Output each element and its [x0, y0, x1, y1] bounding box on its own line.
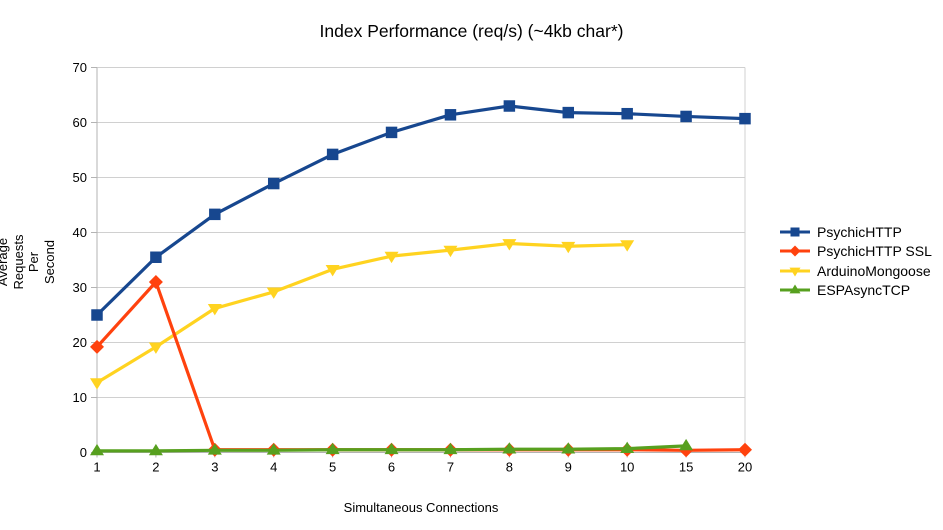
legend-item: ESPAsyncTCP — [779, 281, 932, 301]
data-point — [209, 208, 221, 221]
data-point — [267, 177, 280, 190]
legend-label: PsychicHTTP SSL — [817, 243, 932, 260]
y-tick-label: 60 — [73, 115, 87, 130]
x-tick-label: 5 — [329, 460, 336, 475]
y-tick-label: 0 — [80, 445, 87, 460]
legend-item: ArduinoMongoose — [779, 261, 932, 281]
y-tick-label: 40 — [73, 225, 87, 240]
chart-title: Index Performance (req/s) (~4kb char*) — [319, 21, 624, 41]
data-point — [91, 309, 103, 321]
triangle-down-marker-icon — [789, 267, 801, 277]
x-tick-label: 6 — [388, 460, 395, 475]
data-point — [90, 443, 104, 456]
data-point — [503, 100, 516, 112]
data-point — [443, 245, 458, 258]
series-line — [95, 280, 747, 452]
x-tick-label: 7 — [447, 460, 454, 475]
data-point — [384, 442, 399, 455]
legend-label: ArduinoMongoose — [817, 262, 931, 279]
x-tick-label: 20 — [738, 460, 752, 475]
data-point — [444, 109, 457, 121]
data-point — [325, 442, 340, 455]
x-tick-label: 3 — [211, 460, 218, 475]
data-point — [90, 339, 104, 354]
data-point — [738, 442, 752, 457]
legend-swatch — [780, 245, 810, 257]
y-tick-label: 10 — [73, 390, 87, 405]
x-tick-label: 15 — [679, 460, 693, 475]
data-point — [561, 241, 576, 254]
data-point — [266, 443, 281, 455]
y-axis-title-text: Average Requests Per Second — [0, 234, 57, 290]
legend-swatch — [780, 267, 810, 277]
data-point — [620, 240, 635, 252]
data-point — [150, 251, 162, 263]
legend-swatch — [780, 284, 810, 294]
data-point — [148, 443, 163, 456]
x-tick-label: 1 — [93, 460, 100, 475]
x-tick-label: 10 — [620, 460, 634, 475]
series-line — [95, 104, 747, 317]
x-tick-label: 2 — [152, 460, 159, 475]
legend-swatch — [780, 227, 810, 237]
diamond-marker-icon — [789, 245, 801, 257]
y-tick-label: 50 — [73, 170, 87, 185]
legend-label: PsychicHTTP — [817, 223, 902, 240]
data-point — [502, 239, 517, 251]
data-point — [148, 275, 163, 289]
data-point — [502, 442, 517, 454]
data-point — [207, 304, 222, 316]
legend: PsychicHTTP PsychicHTTP SSL ArduinoMongoos… — [779, 222, 932, 300]
data-point — [266, 287, 281, 299]
legend-label: ESPAsyncTCP — [817, 282, 911, 299]
data-point — [561, 442, 576, 454]
data-point — [679, 438, 694, 451]
data-point — [680, 110, 692, 123]
data-point — [621, 107, 633, 120]
data-point — [562, 106, 575, 119]
data-point — [90, 378, 104, 390]
y-tick-label: 70 — [73, 60, 87, 75]
data-point — [326, 148, 339, 161]
data-point — [739, 112, 751, 125]
series-line — [95, 241, 629, 385]
data-point — [620, 441, 635, 453]
legend-item: PsychicHTTP SSL — [779, 242, 932, 262]
y-tick-label: 30 — [73, 280, 87, 295]
x-tick-label: 4 — [270, 460, 277, 475]
data-point — [384, 251, 399, 264]
x-tick-label: 8 — [506, 460, 513, 475]
x-axis-title: Simultaneous Connections — [343, 500, 499, 515]
data-point — [443, 442, 458, 455]
data-point — [325, 265, 340, 277]
y-tick-label: 20 — [73, 335, 87, 350]
triangle-up-marker-icon — [789, 284, 801, 294]
legend-item: PsychicHTTP — [779, 222, 932, 242]
data-point — [207, 443, 222, 455]
data-point — [148, 342, 163, 354]
data-point — [385, 126, 398, 139]
square-marker-icon — [790, 227, 800, 237]
x-tick-label: 9 — [565, 460, 572, 475]
